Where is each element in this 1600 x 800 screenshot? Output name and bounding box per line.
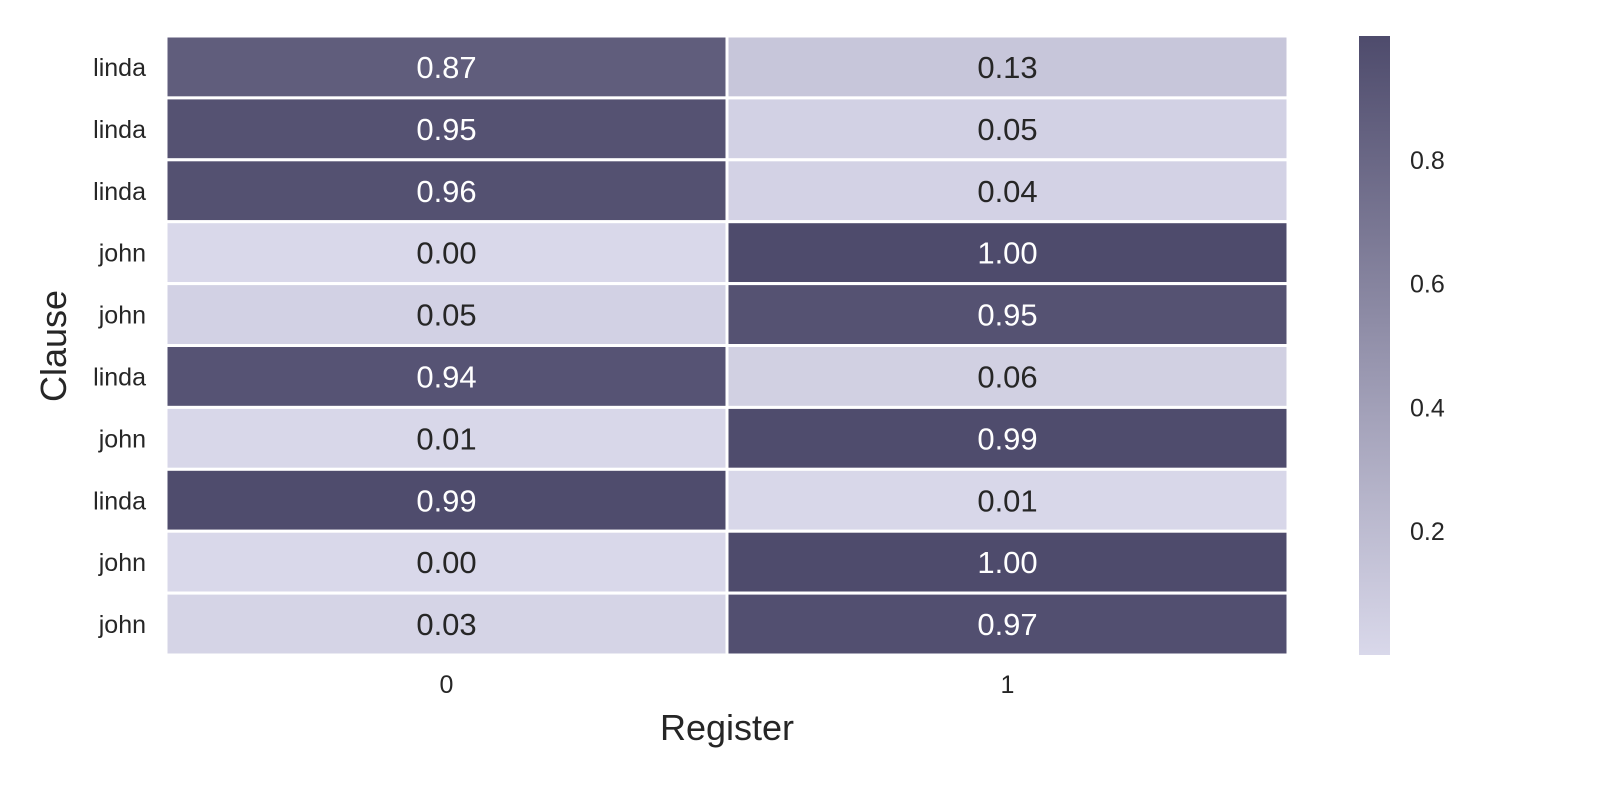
cell-value-label: 0.95 <box>977 298 1037 333</box>
colorbar-tick-label: 0.6 <box>1410 271 1445 299</box>
cell-value-label: 0.13 <box>977 50 1037 85</box>
cell-value-label: 0.95 <box>416 112 476 147</box>
x-axis-title: Register <box>660 707 794 748</box>
cell-value-label: 0.99 <box>977 421 1037 456</box>
cell-value-label: 0.87 <box>416 50 476 85</box>
colorbar-tick-labels: 0.2 0.4 0.6 0.8 <box>1410 147 1445 546</box>
cell-value-label: 0.06 <box>977 359 1037 394</box>
colorbar-tick-label: 0.4 <box>1410 394 1445 422</box>
cell-value-label: 0.00 <box>416 545 476 580</box>
heatmap-cell <box>164 591 729 657</box>
colorbar-tick-label: 0.2 <box>1410 518 1445 546</box>
heatmap-cell <box>725 96 1290 162</box>
cell-value-label: 0.04 <box>977 174 1037 209</box>
y-tick-label: john <box>98 611 146 639</box>
cell-value-label: 0.94 <box>416 359 476 394</box>
y-tick-label: linda <box>93 178 146 206</box>
heatmap-cell <box>164 34 729 100</box>
y-axis-title: Clause <box>33 290 74 402</box>
y-tick-label: john <box>98 425 146 453</box>
y-tick-label: john <box>98 302 146 330</box>
y-tick-labels: linda linda linda john john linda john linda joh… <box>93 54 146 639</box>
heatmap-cell <box>725 158 1290 224</box>
heatmap-cell <box>164 529 729 595</box>
cell-value-label: 0.97 <box>977 607 1037 642</box>
cell-value-label: 0.01 <box>977 483 1037 518</box>
heatmap-cell <box>725 591 1290 657</box>
cell-value-label: 0.99 <box>416 483 476 518</box>
cell-value-label: 0.01 <box>416 421 476 456</box>
heatmap-cell <box>725 467 1290 533</box>
colorbar-tick-label: 0.8 <box>1410 147 1445 175</box>
cell-value-label: 1.00 <box>977 545 1037 580</box>
cell-value-label: 1.00 <box>977 236 1037 271</box>
y-tick-label: john <box>98 549 146 577</box>
x-tick-label: 1 <box>1001 671 1015 699</box>
y-tick-label: linda <box>93 54 146 82</box>
cell-value-label: 0.00 <box>416 236 476 271</box>
y-tick-label: linda <box>93 116 146 144</box>
y-tick-label: linda <box>93 487 146 515</box>
colorbar <box>1359 36 1390 655</box>
cell-value-label: 0.05 <box>416 298 476 333</box>
cell-value-label: 0.05 <box>977 112 1037 147</box>
x-tick-label: 0 <box>440 671 454 699</box>
y-tick-label: linda <box>93 363 146 391</box>
y-tick-label: john <box>98 240 146 268</box>
heatmap-cell <box>725 344 1290 409</box>
cell-value-label: 0.03 <box>416 607 476 642</box>
heatmap-cell <box>725 34 1290 100</box>
heatmap-cells: 0.87 0.13 0.95 0.05 0.96 0.04 0.00 1.00 0.05 0.95… <box>164 34 1290 657</box>
heatmap-cell <box>725 529 1290 595</box>
heatmap-cell <box>725 282 1290 348</box>
heatmap-cell <box>725 220 1290 286</box>
heatmap-cell <box>725 405 1290 471</box>
cell-value-label: 0.96 <box>416 174 476 209</box>
